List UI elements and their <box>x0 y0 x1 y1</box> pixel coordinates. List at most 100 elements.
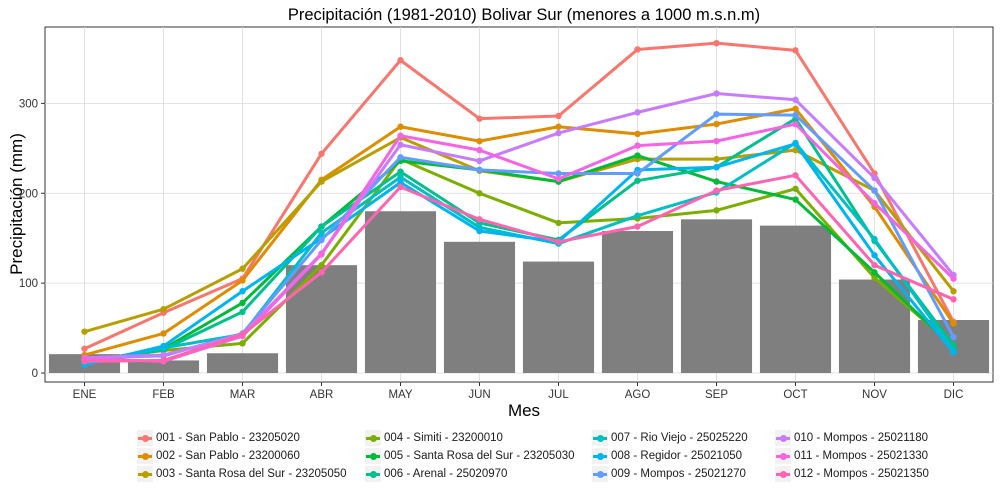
series-point <box>239 308 246 316</box>
legend-key <box>592 448 608 464</box>
legend-key <box>137 430 153 446</box>
y-tick-label: 200 <box>19 188 38 200</box>
legend-key <box>775 448 791 464</box>
legend-item: 004 - Simiti - 23200010 <box>365 429 503 447</box>
series-point <box>713 164 720 171</box>
series-point <box>239 299 246 307</box>
x-tick-label: DIC <box>944 389 964 401</box>
series-point <box>397 183 404 191</box>
series-point <box>160 330 167 337</box>
y-axis: 0 100 200 300 <box>19 98 45 380</box>
series-point <box>476 146 483 154</box>
series-011 <box>81 120 957 365</box>
series-point <box>476 216 483 223</box>
legend-label: 002 - San Pablo - 23200060 <box>156 450 300 462</box>
legend-item: 011 - Mompos - 25021330 <box>775 447 928 465</box>
series-point <box>555 170 562 177</box>
panel-background <box>44 26 994 383</box>
x-tick-label: MAR <box>230 389 256 401</box>
series-point <box>397 141 404 148</box>
series-point <box>397 168 404 175</box>
legend-item: 009 - Mompos - 25021270 <box>592 465 746 483</box>
series-point <box>160 342 167 350</box>
series-point <box>950 333 957 341</box>
legend-key <box>365 430 381 446</box>
legend-item: 003 - Santa Rosa del Sur - 23205050 <box>137 465 347 483</box>
x-axis: ENE FEB MAR ABR MAY JUN JUL AGO SEP OCT NOV DIC <box>73 382 964 401</box>
series-point <box>555 175 562 183</box>
series-point <box>713 110 720 118</box>
series-point <box>634 223 641 230</box>
series-point <box>239 331 246 338</box>
series-line <box>84 154 955 364</box>
x-tick-label: AGO <box>625 389 651 401</box>
series-point <box>950 320 957 327</box>
series-point <box>713 39 720 47</box>
series-point <box>871 187 878 194</box>
series-point <box>950 349 957 356</box>
series-line <box>83 41 955 351</box>
series-point <box>792 185 799 192</box>
legend-label: 007 - Rio Viejo - 25025220 <box>611 432 748 444</box>
series-point <box>160 357 167 364</box>
x-tick-label: OCT <box>783 389 807 401</box>
series-point <box>239 277 246 284</box>
series-point <box>634 109 641 116</box>
bar-sep <box>680 219 753 374</box>
series-point <box>871 269 878 276</box>
series-point <box>871 261 878 269</box>
series-point <box>634 130 641 138</box>
series-point <box>871 252 878 259</box>
series-point <box>555 123 562 130</box>
series-point <box>871 174 878 182</box>
legend-label: 011 - Mompos - 25021330 <box>794 450 929 462</box>
grid <box>45 27 993 382</box>
series-point <box>792 196 799 203</box>
x-tick-label: MAY <box>388 389 412 401</box>
series-point <box>713 90 720 97</box>
series-point <box>318 150 325 157</box>
y-tick-label: 0 <box>32 368 38 380</box>
series-point <box>318 236 325 244</box>
bar-feb <box>127 360 200 374</box>
series-point <box>634 152 641 159</box>
line-series <box>81 39 957 369</box>
series-point <box>792 111 799 119</box>
series-point <box>634 177 641 184</box>
series-point <box>476 190 483 197</box>
bar-jun <box>443 241 516 374</box>
legend-item: 001 - San Pablo - 23205020 <box>137 429 300 447</box>
series-point <box>318 261 325 269</box>
y-axis-title: Precipitación (mm) <box>7 133 26 275</box>
y-tick-label: 100 <box>19 278 38 290</box>
legend-key <box>365 448 381 464</box>
legend-label: 004 - Simiti - 23200010 <box>384 432 503 444</box>
series-point <box>476 157 483 165</box>
legend-label: 001 - San Pablo - 23205020 <box>156 432 300 444</box>
legend-key <box>137 448 153 464</box>
series-point <box>239 265 246 272</box>
series-012 <box>81 172 957 365</box>
series-point <box>555 219 562 227</box>
series-point <box>634 142 641 149</box>
series-point <box>318 223 325 230</box>
series-point <box>318 178 325 185</box>
legend-item: 002 - San Pablo - 23200060 <box>137 447 300 465</box>
legend-label: 005 - Santa Rosa del Sur - 23205030 <box>384 450 575 462</box>
series-point <box>634 46 641 53</box>
x-tick-label: ENE <box>73 389 97 401</box>
x-tick-label: NOV <box>862 389 887 401</box>
series-point <box>239 340 246 347</box>
x-tick-label: ABR <box>310 389 334 401</box>
series-line <box>84 173 955 363</box>
series-point <box>792 140 799 148</box>
x-tick-label: SEP <box>705 389 728 401</box>
x-tick-label: JUN <box>468 389 490 401</box>
series-point <box>397 57 404 64</box>
series-point <box>792 120 799 128</box>
legend-key <box>365 466 381 482</box>
legend-key <box>592 430 608 446</box>
series-point <box>239 288 246 295</box>
series-point <box>318 229 325 237</box>
legend-item: 008 - Regidor - 25021050 <box>592 447 742 465</box>
